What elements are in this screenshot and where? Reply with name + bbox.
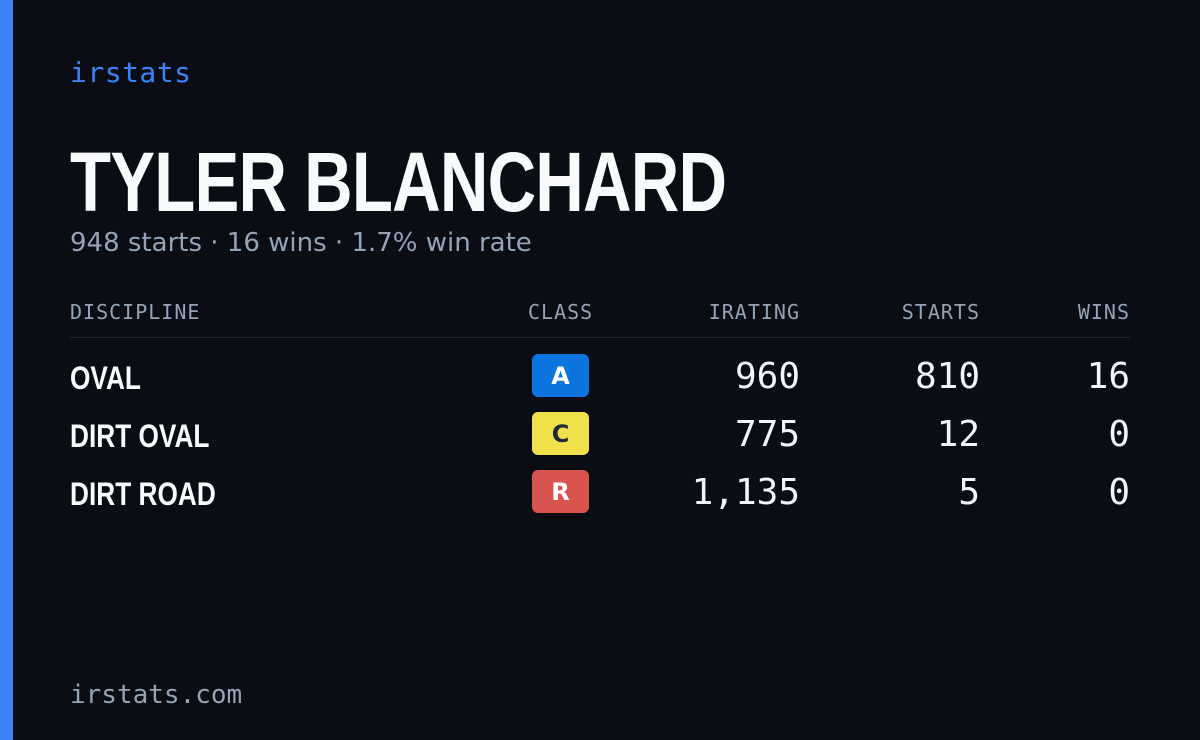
starts-value: 5 bbox=[958, 472, 980, 513]
discipline-name: OVAL bbox=[70, 360, 141, 396]
wins-value: 0 bbox=[1108, 414, 1130, 455]
irating-value: 1,135 bbox=[691, 472, 800, 513]
wins-value: 0 bbox=[1108, 472, 1130, 513]
header-class: CLASS bbox=[528, 300, 594, 324]
starts-value: 810 bbox=[914, 356, 980, 397]
header-irating: IRATING bbox=[708, 300, 800, 324]
header-starts: STARTS bbox=[901, 300, 980, 324]
table-row: DIRT ROAD R 1,135 5 0 bbox=[70, 470, 1130, 528]
brand-logo: irstats bbox=[70, 56, 192, 89]
discipline-name: DIRT OVAL bbox=[70, 418, 210, 454]
header-wins: WINS bbox=[1077, 300, 1130, 324]
irating-value: 960 bbox=[734, 356, 800, 397]
driver-name: TYLER BLANCHARD bbox=[70, 135, 727, 229]
accent-bar bbox=[0, 0, 13, 740]
table-row: OVAL A 960 810 16 bbox=[70, 354, 1130, 412]
wins-value: 16 bbox=[1086, 356, 1130, 397]
header-discipline: DISCIPLINE bbox=[70, 300, 201, 324]
table-header: DISCIPLINE CLASS IRATING STARTS WINS bbox=[70, 296, 1130, 338]
starts-value: 12 bbox=[936, 414, 980, 455]
table-row: DIRT OVAL C 775 12 0 bbox=[70, 412, 1130, 470]
footer-url: irstats.com bbox=[70, 680, 243, 710]
driver-summary: 948 starts · 16 wins · 1.7% win rate bbox=[70, 228, 532, 258]
table-body: OVAL A 960 810 16 DIRT OVAL C 775 12 0 D… bbox=[70, 354, 1130, 528]
license-class-badge: C bbox=[532, 412, 589, 455]
irating-value: 775 bbox=[734, 414, 800, 455]
license-class-badge: A bbox=[532, 354, 589, 397]
stats-table: DISCIPLINE CLASS IRATING STARTS WINS OVA… bbox=[70, 296, 1130, 528]
discipline-name: DIRT ROAD bbox=[70, 476, 216, 512]
license-class-badge: R bbox=[532, 470, 589, 513]
